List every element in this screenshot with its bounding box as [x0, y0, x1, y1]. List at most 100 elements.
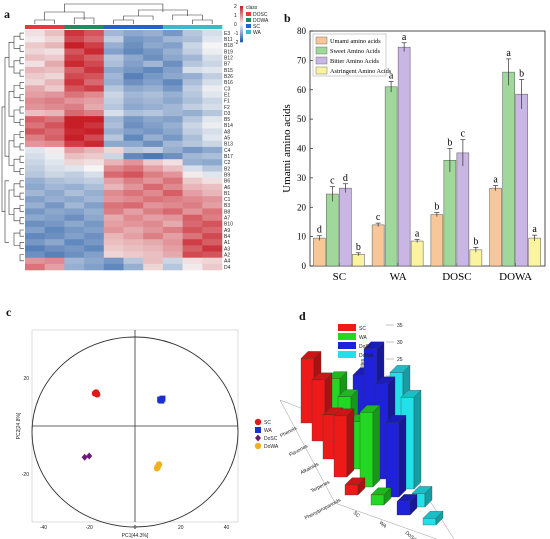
bar-3d-front [333, 415, 348, 478]
heatmap-cell [202, 183, 223, 191]
significance-letter: d [343, 173, 348, 184]
heatmap-cell [64, 66, 85, 74]
heatmap-cell [44, 153, 65, 160]
scale-bar-segment [240, 21, 243, 23]
bar [352, 254, 365, 267]
bar-3d-side [372, 404, 381, 488]
heatmap-cell [44, 233, 65, 240]
heatmap-cell [182, 42, 203, 49]
heatmap-cell [25, 122, 45, 129]
heatmap-cell [123, 251, 144, 258]
heatmap-cell [44, 202, 65, 209]
heatmap-cell [123, 208, 144, 215]
heatmap-cell [44, 220, 65, 228]
panel-letter-c: c [6, 305, 12, 319]
heatmap-cell [84, 251, 105, 258]
pca-legend-label: DoSC [264, 436, 278, 442]
class-legend-label: SC [253, 24, 260, 30]
x-tick-label: -40 [40, 525, 47, 531]
heatmap-cell [103, 177, 124, 185]
row-dendrogram-branch [19, 192, 24, 200]
scale-bar-segment [240, 18, 243, 20]
class-bar-cell [162, 25, 183, 29]
series-axis-label: SC [352, 510, 361, 519]
heatmap-cell [162, 36, 183, 43]
heatmap-cell [25, 183, 45, 191]
heatmap-cell [103, 103, 124, 111]
scale-bar-segment [240, 6, 243, 9]
class-legend-label: WA [253, 30, 262, 36]
heatmap-cell [64, 208, 85, 215]
heatmap-cell [84, 42, 105, 49]
heatmap-cell [143, 140, 164, 148]
heatmap-cell [103, 202, 124, 209]
bar-3d-front [344, 484, 359, 496]
heatmap-row-label: B11 [224, 37, 233, 43]
heatmap-cell [202, 103, 223, 111]
bar-legend-swatch [315, 56, 328, 65]
heatmap-cell [84, 79, 105, 86]
heatmap-cell [162, 153, 183, 160]
pca-legend-marker [254, 418, 262, 426]
scale-bar-segment [240, 23, 243, 25]
heatmap-cell [123, 196, 144, 203]
heatmap-cell [182, 190, 203, 197]
bar-legend-swatch [315, 36, 328, 45]
heatmap-cell [182, 226, 203, 234]
heatmap-cell [64, 239, 85, 246]
heatmap-cell [44, 171, 65, 178]
heatmap-cell [84, 239, 105, 246]
heatmap-cell [103, 54, 124, 62]
heatmap-cell [202, 54, 223, 62]
category-label: Alkaloids [299, 461, 320, 476]
heatmap-cell [103, 110, 124, 117]
heatmap-cell [25, 177, 45, 185]
heatmap-cell [103, 245, 124, 252]
heatmap-cell [44, 257, 65, 265]
scale-bar-segment [240, 12, 243, 14]
class-bar-cell [202, 25, 223, 29]
heatmap-cell [84, 30, 105, 37]
heatmap-cell [202, 214, 223, 222]
heatmap-cell [162, 134, 183, 142]
scale-bar-segment [240, 15, 243, 18]
scale-bar-segment [240, 8, 243, 10]
heatmap-cell [64, 257, 85, 265]
column-dendrogram-branch [64, 3, 164, 12]
heatmap-cell [143, 214, 164, 222]
y-tick-label: 30 [297, 173, 307, 183]
heatmap-cell [103, 36, 124, 43]
heatmap-cell [84, 171, 105, 178]
heatmap-cell [44, 85, 65, 92]
category-label: Flavones [288, 443, 309, 458]
heatmap-cell [182, 85, 203, 92]
heatmap-cell [44, 128, 65, 135]
heatmap-cell [64, 48, 85, 55]
heatmap-cell [162, 103, 183, 111]
heatmap-row-label: A8 [224, 129, 230, 135]
pca-legend-marker [254, 442, 262, 450]
heatmap-cell [182, 66, 203, 74]
heatmap-cell [44, 140, 65, 148]
heatmap-cell [64, 42, 85, 49]
heatmap-row-label: B26 [224, 74, 233, 80]
bar [326, 193, 339, 267]
heatmap-cell [44, 251, 65, 258]
heatmap-cell [162, 251, 183, 258]
heatmap-cell [143, 48, 164, 55]
heatmap-cell [143, 251, 164, 258]
scale-bar-segment [240, 37, 243, 39]
heatmap-row-label: C1 [224, 197, 231, 203]
heatmap-cell [25, 91, 45, 98]
bar-3d-top [400, 390, 422, 398]
heatmap-cell [162, 54, 183, 62]
scale-bar-segment [240, 38, 243, 40]
heatmap-row-label: B5 [224, 117, 230, 123]
heatmap-cell [103, 190, 124, 197]
scale-bar-segment [240, 25, 243, 27]
heatmap-cell [25, 263, 45, 271]
heatmap-cell [44, 42, 65, 49]
heatmap-cell [25, 110, 45, 117]
significance-letter: a [506, 48, 511, 59]
heatmap-cell [162, 165, 183, 172]
